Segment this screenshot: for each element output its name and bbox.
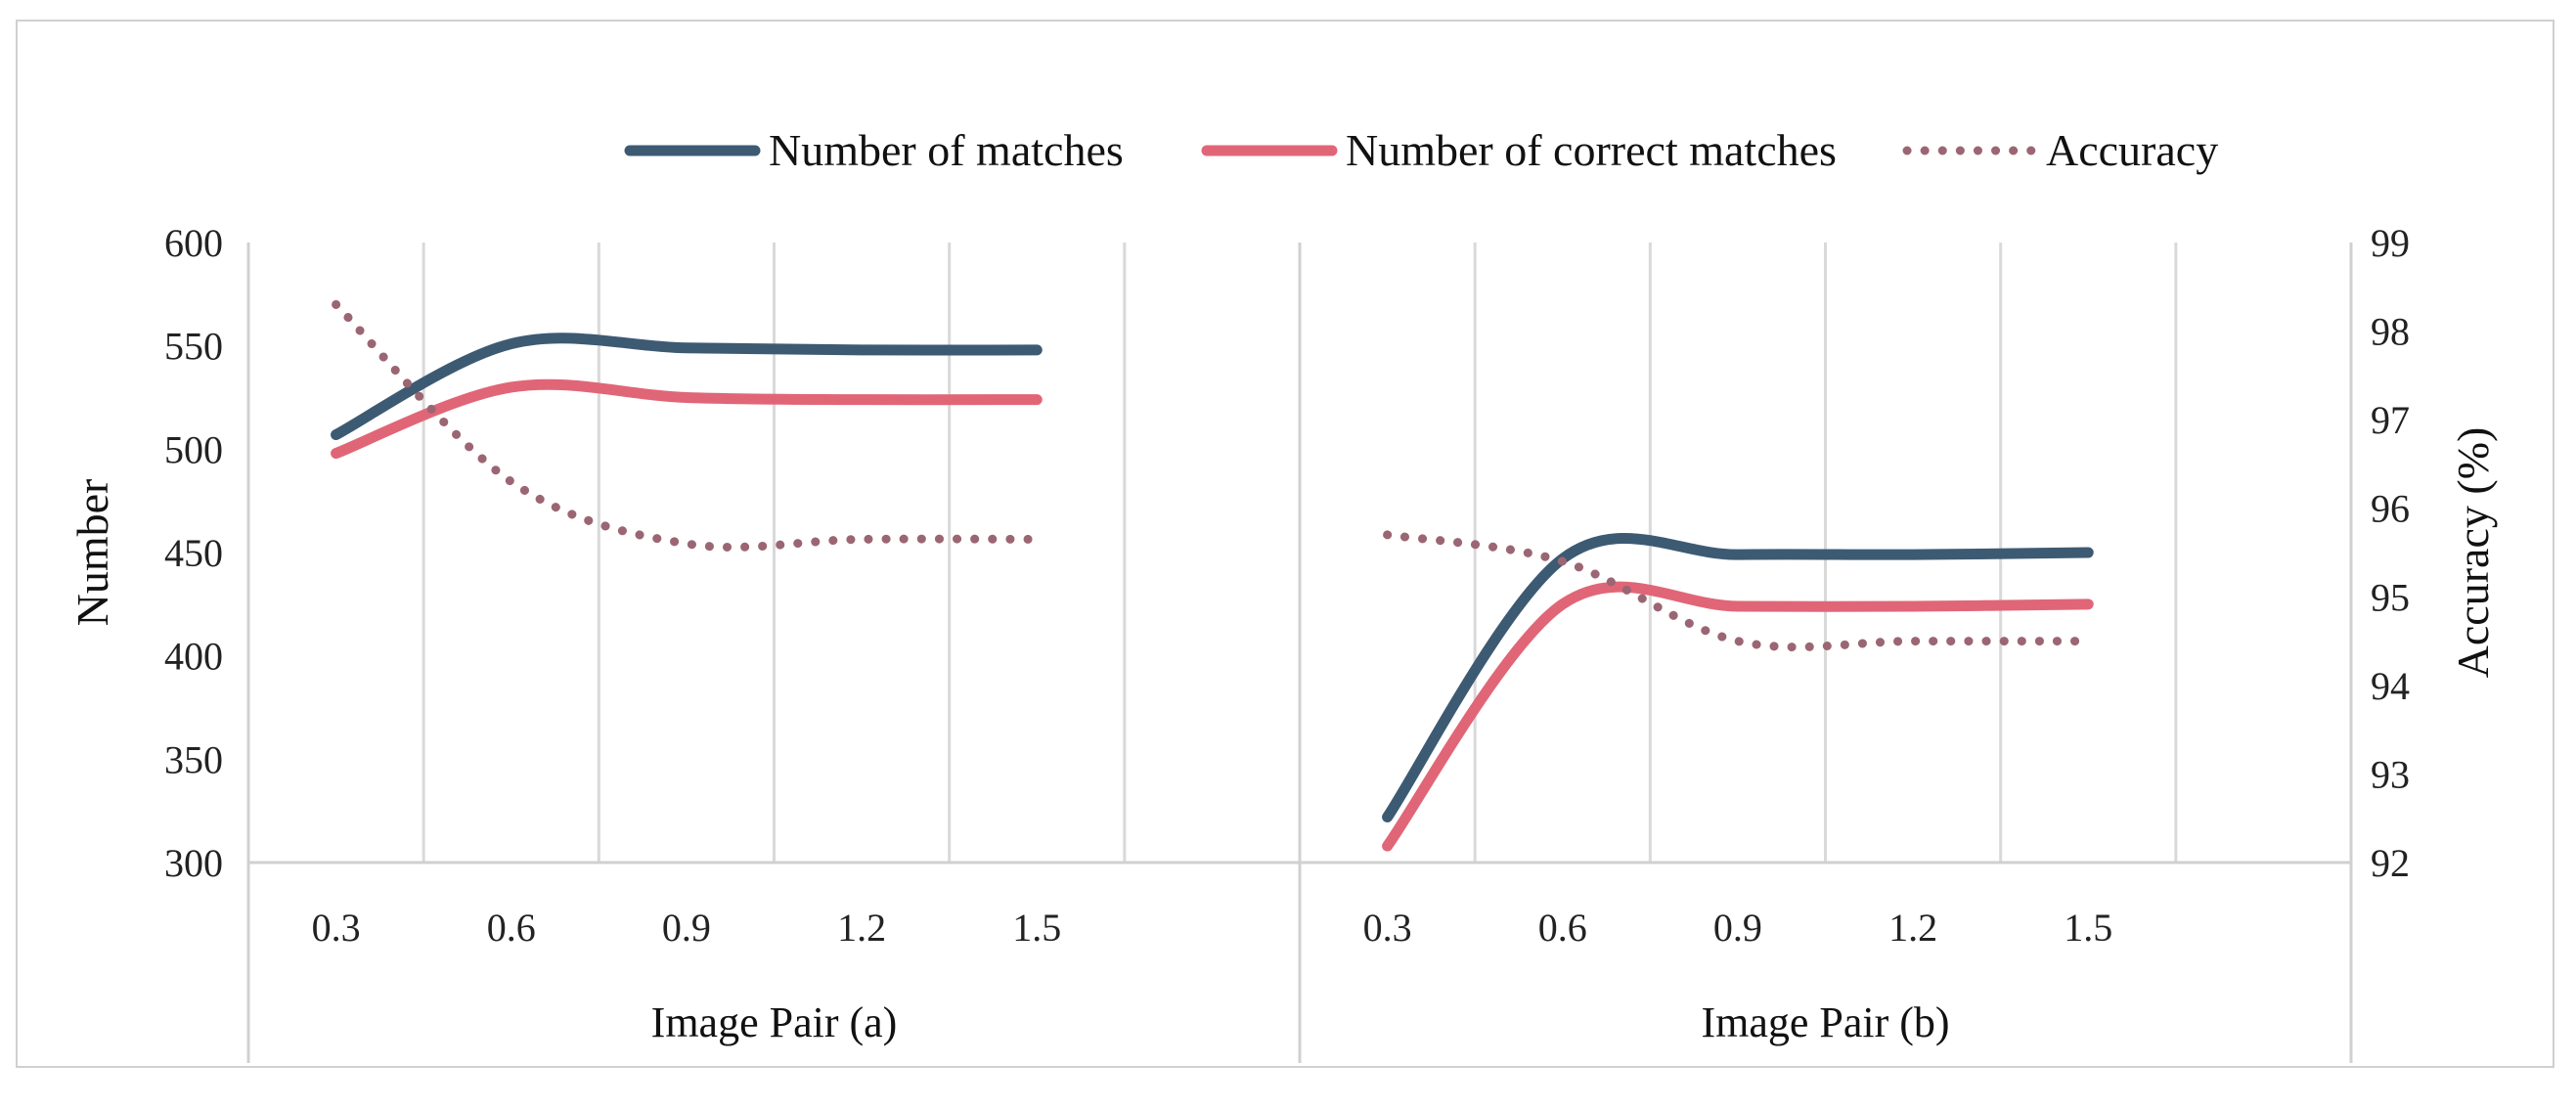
series-layer [331, 299, 2094, 852]
series-line-2-group-2 [1382, 581, 2094, 852]
y2-tick-label: 96 [2371, 487, 2410, 531]
legend-label: Number of correct matches [1346, 125, 1837, 175]
x-tick-label: 1.5 [1012, 906, 1061, 950]
x-tick-label: 0.9 [662, 906, 711, 950]
y2-tick-label: 98 [2371, 310, 2410, 354]
x-tick-label: 1.2 [1888, 906, 1937, 950]
y-tick-label: 400 [164, 635, 223, 679]
y2-tick-label: 93 [2371, 752, 2410, 796]
x-tick-label: 0.6 [487, 906, 536, 950]
x-tick-label: 1.2 [837, 906, 886, 950]
x-tick-label: 0.9 [1713, 906, 1762, 950]
y2-tick-label: 94 [2371, 664, 2410, 708]
x-tick-label: 1.5 [2064, 906, 2112, 950]
y-tick-label: 550 [164, 325, 223, 369]
y2-tick-label: 92 [2371, 841, 2410, 885]
y-axis-title: Number [67, 479, 117, 627]
legend-layer: Number of matches Number of correct match… [624, 125, 2218, 175]
y-tick-label: 500 [164, 427, 223, 471]
y2-axis-title: Accuracy (%) [2448, 427, 2498, 679]
series-line-3-group-2 [1383, 530, 2093, 652]
y-tick-label: 350 [164, 737, 223, 781]
group-label: Image Pair (a) [651, 998, 898, 1046]
group-label: Image Pair (b) [1701, 998, 1949, 1046]
y-tick-label: 300 [164, 841, 223, 885]
grid-layer [246, 243, 2353, 1063]
y-tick-label: 600 [164, 221, 223, 265]
legend-label: Accuracy [2046, 125, 2218, 175]
series-line-2-group-1 [331, 378, 1043, 460]
series-line-1-group-1 [331, 332, 1043, 441]
x-tick-label: 0.6 [1538, 906, 1587, 950]
chart-frame: 300 350 400 450 500 550 600 92 93 94 95 96 97 98 99 0.3… [16, 20, 2554, 1068]
series-line-1-group-2 [1382, 533, 2094, 823]
y2-tick-label: 95 [2371, 575, 2410, 619]
x-tick-label: 0.3 [1363, 906, 1412, 950]
chart-svg: 300 350 400 450 500 550 600 92 93 94 95 96 97 98 99 0.3… [67, 125, 2498, 1063]
y-tick-label: 450 [164, 531, 223, 575]
legend-label: Number of matches [769, 125, 1124, 175]
y2-tick-label: 97 [2371, 398, 2410, 442]
axis-layer: 300 350 400 450 500 550 600 92 93 94 95 96 97 98 99 0.3… [67, 221, 2498, 1046]
y2-tick-label: 99 [2371, 221, 2410, 265]
series-line-3-group-1 [332, 299, 1042, 552]
x-tick-label: 0.3 [312, 906, 361, 950]
